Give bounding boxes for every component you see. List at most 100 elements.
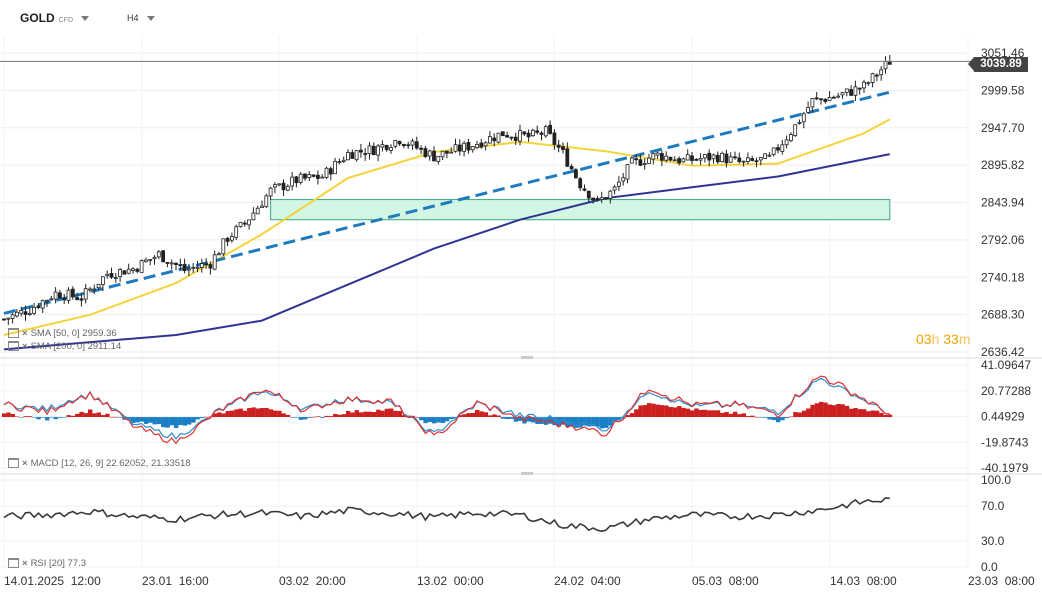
macd-histogram-bar (561, 417, 566, 425)
candle-body (191, 266, 196, 269)
close-icon[interactable]: × (22, 341, 28, 352)
candle-body (836, 95, 841, 98)
macd-histogram-bar (88, 409, 93, 418)
candle-body (204, 263, 209, 266)
candle-body (131, 268, 135, 271)
candle-body (79, 298, 84, 301)
candle-body (358, 149, 363, 153)
candle-body (634, 158, 638, 161)
candle-body (720, 152, 724, 163)
time-tick-label: 24.02 04:00 (554, 574, 621, 588)
macd-histogram-bar (294, 417, 299, 418)
pane-resize-handle (521, 472, 533, 475)
candle-body (857, 87, 862, 90)
candle-body (827, 96, 832, 101)
candle-body (741, 160, 746, 163)
macd-histogram-bar (505, 417, 510, 420)
macd-legend[interactable]: × MACD [12, 26, 9] 22.62052, 21.33518 (8, 458, 191, 469)
candle-countdown: 03h 33m (916, 331, 971, 347)
indicator-settings-icon[interactable] (8, 458, 19, 469)
timeframe-selector[interactable]: H4 (127, 13, 155, 23)
candle-body (255, 207, 260, 215)
macd-histogram-bar (733, 411, 738, 418)
indicator-settings-icon[interactable] (8, 328, 19, 339)
macd-tick-label: -40.1979 (981, 461, 1029, 475)
macd-histogram-bar (174, 417, 179, 429)
time-tick-label: 05.03 08:00 (692, 574, 759, 588)
candle-body (887, 60, 892, 65)
rsi-tick-label: 30.0 (981, 534, 1005, 548)
macd-histogram-bar (49, 417, 54, 418)
sma200-legend[interactable]: × SMA [200, 0] 2911.14 (8, 341, 121, 352)
macd-histogram-bar (642, 405, 648, 418)
candle-body (62, 297, 67, 301)
candle-body (621, 177, 626, 182)
candle-body (195, 266, 200, 269)
macd-histogram-bar (186, 417, 192, 425)
candle-body (109, 273, 114, 278)
macd-histogram-bar (840, 404, 845, 418)
macd-histogram-bar (685, 408, 691, 418)
candle-body (350, 152, 355, 159)
time-tick-label: 13.02 00:00 (417, 574, 484, 588)
candle-body (711, 154, 716, 160)
rsi-legend[interactable]: × RSI [20] 77.3 (8, 558, 86, 569)
candle-body (337, 161, 342, 163)
indicator-settings-icon[interactable] (8, 558, 19, 569)
macd-histogram-bar (260, 408, 265, 418)
macd-histogram-bar (109, 416, 114, 418)
candle-body (53, 291, 58, 300)
demand-zone (270, 199, 891, 221)
time-tick-label: 03.02 20:00 (279, 574, 346, 588)
indicator-settings-icon[interactable] (8, 341, 19, 352)
macd-histogram-bar (389, 408, 394, 418)
candle-body (642, 163, 647, 166)
candle-body (423, 148, 428, 157)
macd-histogram-bar (36, 417, 41, 420)
macd-histogram-bar (195, 417, 200, 420)
candle-body (500, 131, 505, 137)
candle-body (264, 195, 269, 208)
macd-tick-label: -19.8743 (981, 435, 1029, 449)
time-tick-label: 23.01 16:00 (142, 574, 209, 588)
candle-body (853, 86, 858, 96)
price-tick-label: 2636.42 (981, 345, 1025, 359)
macd-histogram-bar (690, 410, 695, 418)
candle-body (260, 205, 264, 208)
candle-body (101, 276, 105, 285)
macd-histogram-bar (797, 412, 802, 418)
symbol-selector[interactable]: GOLD CFD (20, 11, 90, 25)
macd-histogram-bar (367, 411, 372, 418)
candle-body (793, 124, 798, 136)
sma50-legend[interactable]: × SMA [50, 0] 2959.36 (8, 328, 117, 339)
macd-histogram-bar (496, 415, 501, 418)
time-tick-label: 14.03 08:00 (830, 574, 897, 588)
macd-histogram-bar (285, 414, 291, 418)
candle-body (294, 176, 299, 184)
candle-body (754, 160, 759, 163)
macd-histogram-bar (831, 405, 837, 418)
candle-body (152, 256, 157, 260)
macd-histogram-bar (449, 417, 454, 420)
rsi-tick-label: 70.0 (981, 499, 1005, 513)
macd-histogram-bar (113, 416, 119, 418)
candle-body (414, 141, 419, 149)
close-icon[interactable]: × (22, 458, 28, 469)
macd-histogram-bar (14, 416, 20, 418)
candle-body (371, 145, 376, 156)
candle-body (161, 250, 166, 263)
macd-histogram-bar (724, 412, 729, 418)
candle-body (462, 142, 467, 152)
macd-histogram-bar (161, 417, 166, 428)
macd-histogram-bar (475, 409, 480, 418)
close-icon[interactable]: × (22, 328, 28, 339)
rsi-tick-label: 100.0 (981, 473, 1011, 487)
candle-body (298, 173, 303, 183)
macd-histogram-bar (320, 417, 325, 418)
macd-histogram-bar (204, 416, 209, 418)
macd-histogram-bar (771, 417, 777, 421)
macd-histogram-bar (414, 417, 420, 418)
candle-body (14, 311, 19, 317)
close-icon[interactable]: × (22, 558, 28, 569)
